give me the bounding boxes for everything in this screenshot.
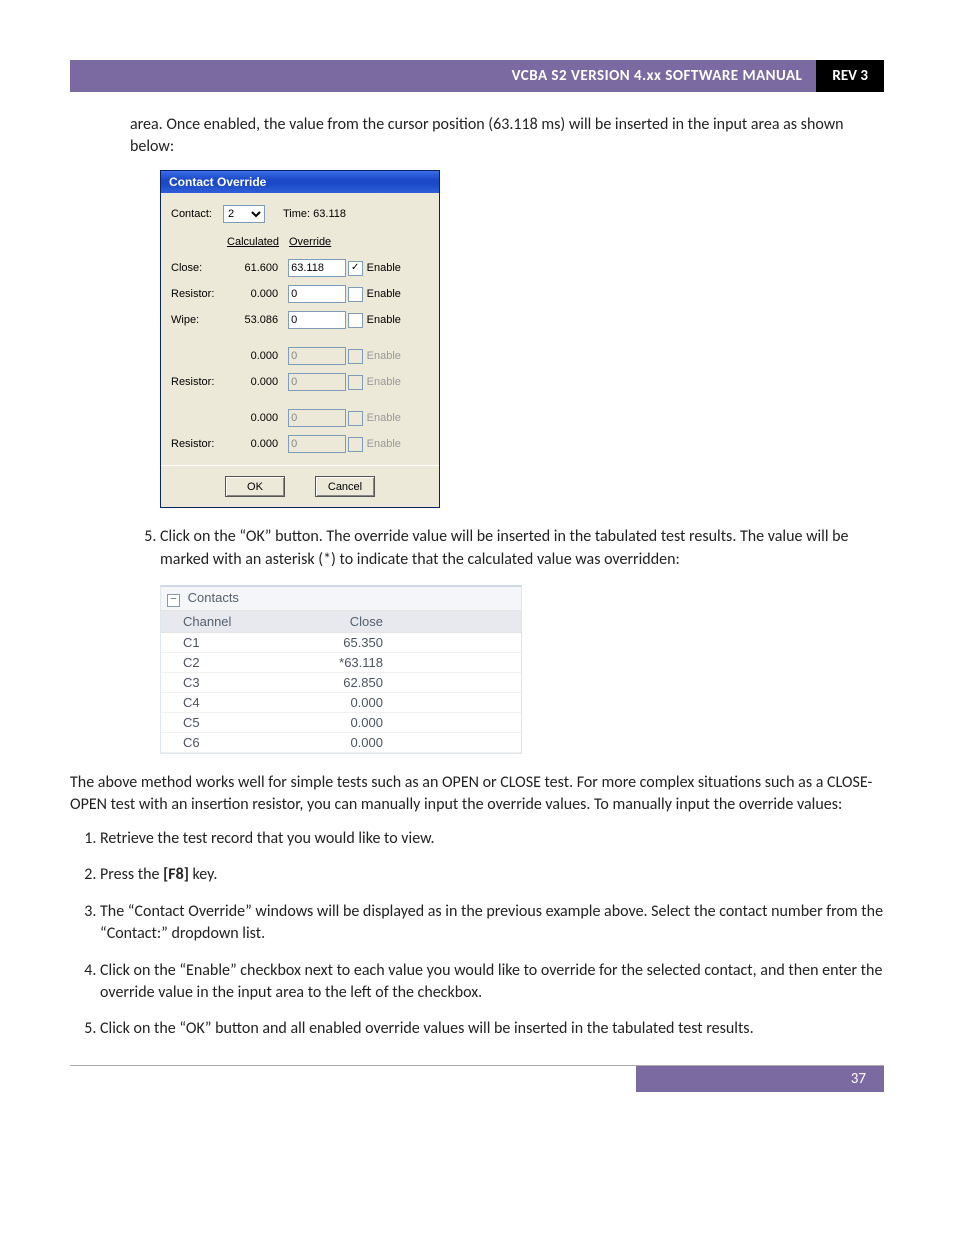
contact-override-dialog: Contact Override Contact: 2 Time: 63.118… — [160, 170, 440, 508]
table-row: C3 62.850 — [161, 673, 521, 693]
step2-item: Retrieve the test record that you would … — [100, 828, 884, 850]
collapse-icon[interactable]: − — [167, 594, 180, 607]
enable-label: Enable — [367, 376, 401, 388]
table-row: C5 0.000 — [161, 713, 521, 733]
table-row: C4 0.000 — [161, 693, 521, 713]
dialog-title: Contact Override — [161, 171, 439, 193]
override-input — [288, 409, 346, 427]
col-calculated: Calculated — [223, 236, 289, 248]
cancel-button[interactable]: Cancel — [315, 476, 375, 497]
cell-close: *63.118 — [283, 655, 413, 670]
col-close: Close — [283, 614, 413, 629]
table-row: C2 *63.118 — [161, 653, 521, 673]
paragraph-2: The above method works well for simple t… — [70, 772, 884, 816]
override-input[interactable] — [288, 311, 346, 329]
col-override: Override — [289, 236, 349, 248]
page-number: 37 — [636, 1066, 884, 1092]
enable-label: Enable — [367, 314, 401, 326]
calc-value: 0.000 — [223, 376, 289, 388]
step2-item: Click on the “Enable” checkbox next to e… — [100, 960, 884, 1005]
override-input[interactable] — [288, 285, 346, 303]
override-input — [288, 347, 346, 365]
enable-checkbox — [348, 437, 363, 452]
calc-value: 61.600 — [223, 262, 289, 274]
override-input — [288, 435, 346, 453]
calc-value: 0.000 — [223, 438, 289, 450]
step2-item: The “Contact Override” windows will be d… — [100, 901, 884, 946]
row-label: Close: — [171, 262, 223, 274]
step2-item: Press the [F8] key. — [100, 864, 884, 886]
calc-value: 0.000 — [223, 288, 289, 300]
contact-select[interactable]: 2 — [223, 205, 265, 223]
enable-checkbox — [348, 375, 363, 390]
calc-value: 0.000 — [223, 412, 289, 424]
header-rev: REV 3 — [816, 60, 884, 92]
calc-value: 53.086 — [223, 314, 289, 326]
cell-channel: C6 — [183, 735, 283, 750]
group-label: Contacts — [188, 590, 239, 605]
enable-label: Enable — [367, 412, 401, 424]
cell-close: 0.000 — [283, 735, 413, 750]
intro-text: area. Once enabled, the value from the c… — [130, 114, 884, 158]
cell-close: 0.000 — [283, 695, 413, 710]
table-row: C1 65.350 — [161, 633, 521, 653]
enable-checkbox[interactable] — [348, 287, 363, 302]
step-5: Click on the “OK” button. The override v… — [160, 526, 884, 571]
col-channel: Channel — [183, 614, 283, 629]
row-label: Wipe: — [171, 314, 223, 326]
page-footer: 37 — [70, 1066, 884, 1092]
enable-label: Enable — [367, 262, 401, 274]
header-title: VCBA S2 VERSION 4.xx SOFTWARE MANUAL — [498, 60, 817, 92]
override-input[interactable] — [288, 259, 346, 277]
enable-checkbox — [348, 411, 363, 426]
ok-button[interactable]: OK — [225, 476, 285, 497]
contact-label: Contact: — [171, 208, 223, 220]
cell-close: 0.000 — [283, 715, 413, 730]
time-label: Time: 63.118 — [283, 208, 346, 220]
steps-list: Retrieve the test record that you would … — [70, 828, 884, 1041]
page-header: VCBA S2 VERSION 4.xx SOFTWARE MANUAL REV… — [70, 60, 884, 92]
cell-channel: C4 — [183, 695, 283, 710]
enable-checkbox[interactable] — [348, 313, 363, 328]
row-label: Resistor: — [171, 438, 223, 450]
cell-channel: C1 — [183, 635, 283, 650]
calc-value: 0.000 — [223, 350, 289, 362]
row-label: Resistor: — [171, 288, 223, 300]
enable-label: Enable — [367, 438, 401, 450]
row-label: Resistor: — [171, 376, 223, 388]
cell-close: 62.850 — [283, 675, 413, 690]
enable-checkbox[interactable]: ✓ — [348, 261, 363, 276]
cell-channel: C3 — [183, 675, 283, 690]
cell-channel: C5 — [183, 715, 283, 730]
cell-channel: C2 — [183, 655, 283, 670]
override-input — [288, 373, 346, 391]
contacts-table: − Contacts Channel Close C1 65.350 C2 *6… — [160, 585, 522, 754]
enable-checkbox — [348, 349, 363, 364]
enable-label: Enable — [367, 350, 401, 362]
step2-item: Click on the “OK” button and all enabled… — [100, 1018, 884, 1040]
enable-label: Enable — [367, 288, 401, 300]
table-row: C6 0.000 — [161, 733, 521, 753]
cell-close: 65.350 — [283, 635, 413, 650]
